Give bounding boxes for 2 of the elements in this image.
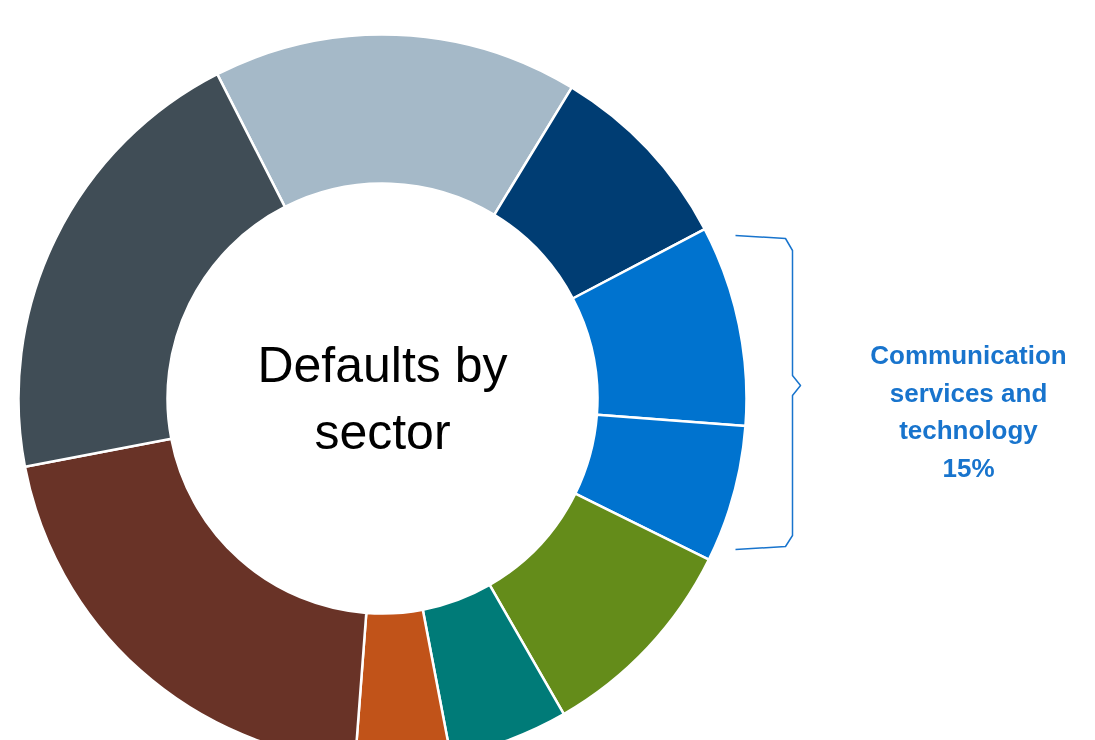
- text: Communication services and technology 15%: [870, 340, 1067, 483]
- text: Defaults by sector: [257, 336, 508, 461]
